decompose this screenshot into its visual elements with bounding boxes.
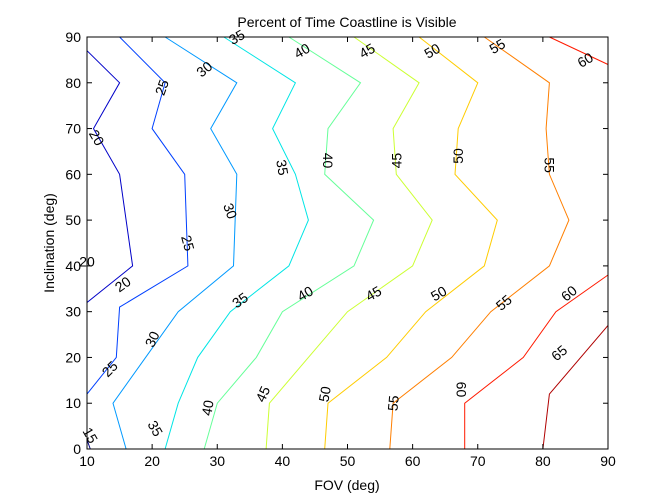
contour-label: 30 — [220, 201, 240, 221]
y-tick-label: 50 — [65, 212, 81, 228]
contour-label: 60 — [574, 49, 596, 71]
x-axis-ticks: 10 20 30 40 50 60 70 80 90 — [79, 37, 616, 469]
contour-label: 45 — [388, 153, 404, 169]
contour-label: 50 — [428, 282, 450, 304]
contour-label: 55 — [384, 395, 401, 412]
y-tick-label: 0 — [73, 441, 81, 457]
contour-line-15 — [86, 439, 91, 450]
contour-label: 50 — [450, 148, 466, 164]
x-axis-label: FOV (deg) — [314, 477, 379, 493]
y-tick-label: 70 — [65, 121, 81, 137]
y-tick-label: 20 — [65, 349, 81, 365]
contour-label: 50 — [315, 385, 333, 403]
contour-line-60 — [464, 274, 609, 449]
chart-title: Percent of Time Coastline is Visible — [237, 14, 456, 30]
contour-lines — [86, 36, 609, 450]
contour-line-65 — [542, 325, 609, 450]
contour-line-45 — [265, 36, 433, 450]
contour-label: 25 — [152, 77, 172, 97]
y-tick-label: 40 — [65, 258, 81, 274]
contour-label: 15 — [79, 424, 101, 446]
contour-label: 45 — [363, 282, 385, 304]
contour-line-25 — [86, 36, 189, 395]
contour-label: 55 — [541, 157, 557, 173]
contour-line-20 — [86, 50, 134, 303]
contour-label: 45 — [252, 383, 273, 404]
x-tick-label: 70 — [470, 453, 486, 469]
x-tick-label: 10 — [79, 453, 95, 469]
y-axis-label: Inclination (deg) — [41, 193, 57, 293]
contour-label: 30 — [142, 328, 163, 349]
contour-label: 25 — [178, 233, 198, 252]
y-tick-label: 90 — [65, 29, 81, 45]
contour-label: 40 — [320, 153, 336, 169]
contour-line-50 — [324, 36, 498, 450]
x-tick-label: 40 — [275, 453, 291, 469]
contour-line-30 — [112, 36, 238, 450]
contour-label: 40 — [294, 282, 316, 304]
contour-label: 35 — [145, 418, 167, 440]
contour-label: 20 — [86, 127, 108, 149]
y-tick-label: 30 — [65, 304, 81, 320]
y-tick-label: 10 — [65, 395, 81, 411]
x-tick-label: 50 — [340, 453, 356, 469]
x-tick-label: 30 — [209, 453, 225, 469]
contour-line-55 — [389, 36, 570, 450]
contour-line-35 — [164, 36, 309, 450]
x-tick-label: 90 — [600, 453, 616, 469]
y-tick-label: 80 — [65, 75, 81, 91]
y-tick-label: 60 — [65, 166, 81, 182]
x-tick-label: 80 — [535, 453, 551, 469]
x-tick-label: 60 — [405, 453, 421, 469]
contour-line-60 — [549, 36, 609, 65]
contour-label: 35 — [273, 158, 291, 176]
contour-label: 50 — [421, 40, 443, 62]
x-tick-label: 20 — [144, 453, 160, 469]
contour-label: 60 — [454, 382, 470, 398]
y-axis-ticks: 0 10 20 30 40 50 60 70 80 90 — [65, 29, 608, 457]
contour-label: 45 — [356, 40, 378, 62]
contour-label: 40 — [198, 399, 216, 417]
contour-line-40 — [203, 36, 375, 450]
contour-label: 55 — [487, 35, 509, 57]
contour-label: 40 — [291, 40, 313, 62]
